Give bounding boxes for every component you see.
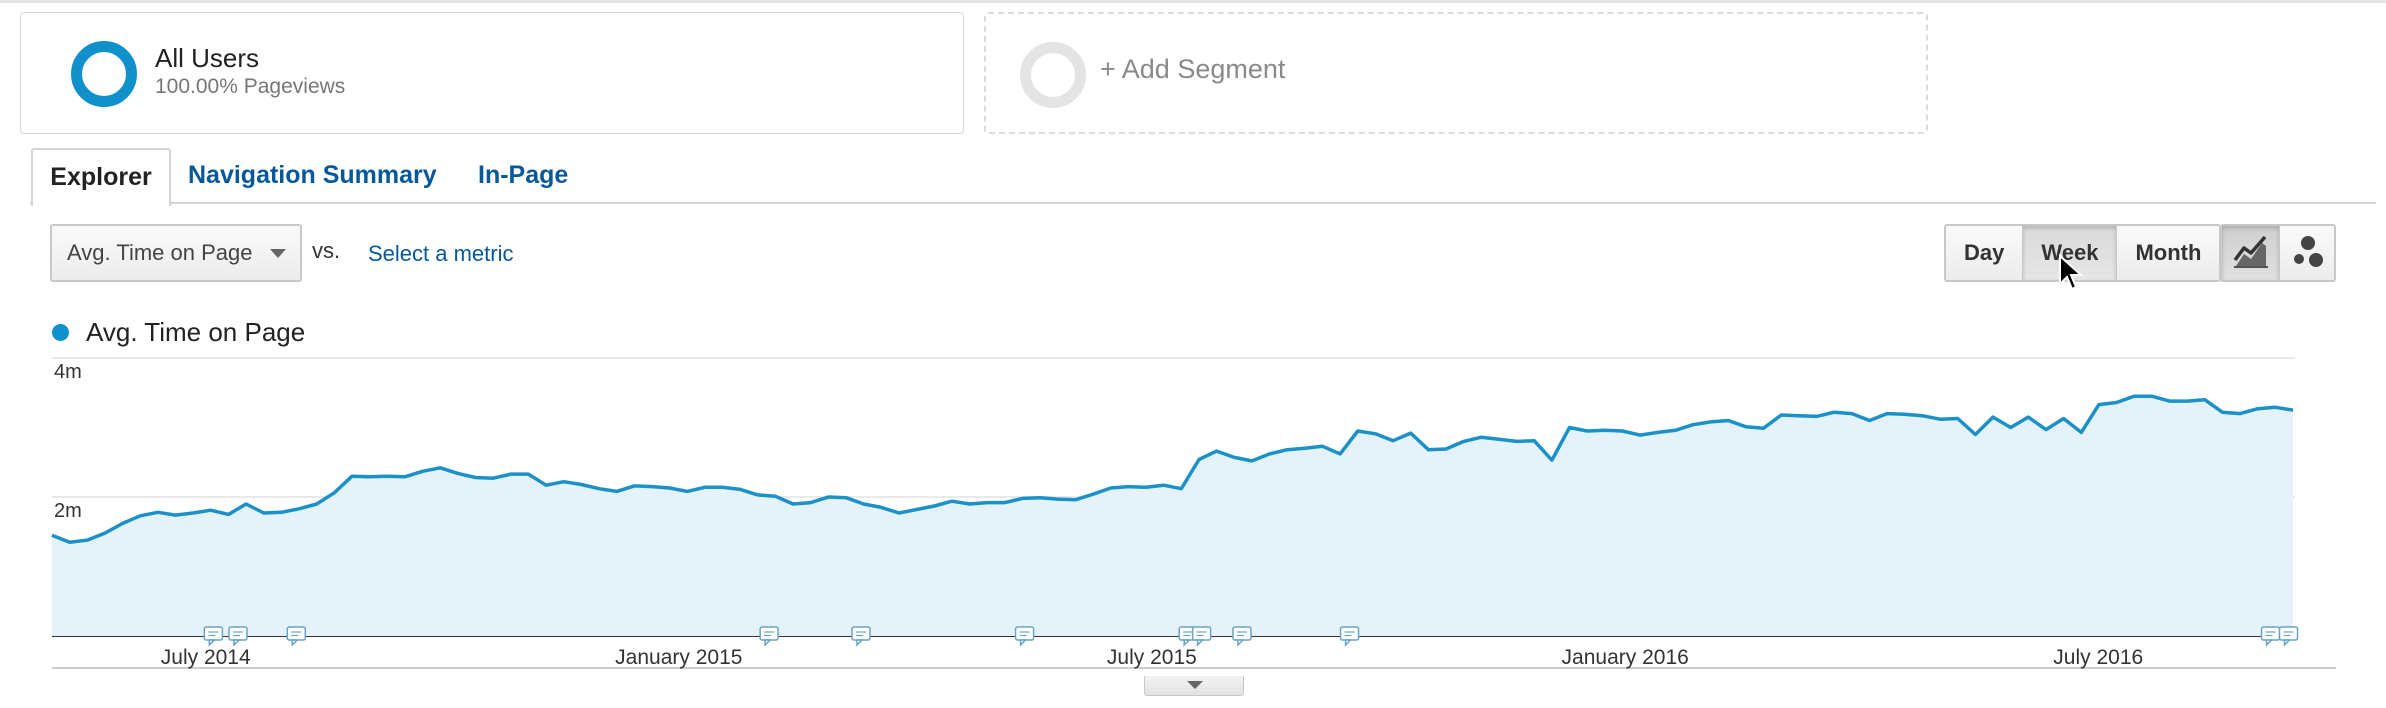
- annotation-bubble: [1191, 626, 1212, 641]
- chart-view-toggle: [2220, 224, 2336, 282]
- annotation-bubble: [2260, 626, 2281, 641]
- segment-subtitle: 100.00% Pageviews: [155, 75, 346, 98]
- annotation-tail: [1237, 639, 1245, 647]
- granularity-toggle: Day Week Month: [1944, 224, 2222, 282]
- add-segment-label: + Add Segment: [1100, 54, 1286, 84]
- tabs-divider: [30, 202, 2376, 204]
- x-tick-label: July 2015: [1107, 646, 1197, 669]
- annotation-bubble: [759, 626, 779, 641]
- segment-title: All Users: [155, 43, 260, 73]
- empty-segment-ring-icon: [1020, 42, 1086, 108]
- x-tick-label: July 2016: [2053, 646, 2143, 669]
- annotation-tail: [2265, 639, 2274, 647]
- add-segment-button[interactable]: + Add Segment: [984, 12, 1928, 134]
- annotation-marker-icon[interactable]: [1339, 626, 1360, 647]
- primary-metric-dropdown[interactable]: Avg. Time on Page: [50, 224, 302, 282]
- annotation-bubble: [2278, 626, 2299, 641]
- chart-expand-toggle[interactable]: [1144, 676, 1244, 696]
- series-line[interactable]: [51, 394, 2294, 544]
- line-chart-button[interactable]: [2222, 226, 2280, 280]
- annotation-marker-icon[interactable]: [2278, 626, 2299, 647]
- segment-all-users[interactable]: All Users 100.00% Pageviews: [20, 12, 964, 134]
- annotation-tail: [233, 639, 241, 647]
- legend-series-marker: [52, 324, 69, 341]
- x-tick-label: July 2014: [161, 646, 251, 669]
- annotation-bubble: [1339, 626, 1360, 641]
- line-chart[interactable]: July 2014 January 2015 July 2015 January 20…: [0, 348, 2386, 678]
- annotation-tail: [1019, 639, 1028, 647]
- annotation-marker-icon[interactable]: [228, 626, 248, 647]
- month-button[interactable]: Month: [2117, 226, 2220, 280]
- x-tick-label: January 2015: [615, 646, 742, 669]
- annotation-tail: [856, 639, 864, 647]
- mouse-cursor-icon: [2059, 254, 2084, 291]
- annotation-bubble: [851, 626, 871, 641]
- segment-ring-icon: [71, 41, 137, 107]
- chevron-down-icon: [270, 249, 286, 258]
- annotation-marker-icon[interactable]: [1014, 626, 1035, 647]
- motion-chart-icon: [2294, 236, 2323, 267]
- vs-label: vs.: [312, 238, 341, 263]
- annotation-bubble: [203, 626, 224, 641]
- annotation-tail: [1344, 639, 1353, 647]
- y-tick-label: 4m: [54, 361, 82, 383]
- day-button[interactable]: Day: [1946, 226, 2024, 280]
- tab-navigation-summary[interactable]: Navigation Summary: [188, 161, 437, 189]
- y-tick-label: 2m: [54, 500, 82, 522]
- annotation-tail: [208, 639, 217, 647]
- top-border: [0, 0, 2386, 3]
- select-metric-link[interactable]: Select a metric: [368, 241, 514, 266]
- annotation-tail: [764, 639, 772, 647]
- annotation-bubble: [1232, 626, 1252, 641]
- annotation-marker-icon[interactable]: [1191, 626, 1212, 647]
- annotation-marker-icon[interactable]: [2260, 626, 2281, 647]
- annotation-marker-icon[interactable]: [286, 626, 307, 647]
- annotation-bubble: [228, 626, 248, 641]
- annotation-marker-icon[interactable]: [1232, 626, 1252, 647]
- chevron-down-icon: [1187, 681, 1203, 689]
- line-chart-icon: [2233, 235, 2268, 268]
- series-area: [52, 396, 2293, 636]
- legend-series-label: Avg. Time on Page: [86, 317, 306, 347]
- annotation-tail: [1183, 639, 1191, 647]
- annotation-marker-icon[interactable]: [759, 626, 779, 647]
- primary-metric-label: Avg. Time on Page: [67, 240, 253, 265]
- tab-in-page[interactable]: In-Page: [478, 161, 569, 189]
- annotation-tail: [1196, 639, 1205, 647]
- tab-explorer[interactable]: Explorer: [31, 148, 171, 206]
- annotation-bubble: [1014, 626, 1035, 641]
- x-tick-label: January 2016: [1562, 646, 1689, 669]
- motion-chart-button[interactable]: [2280, 226, 2334, 280]
- annotation-marker-icon[interactable]: [203, 626, 224, 647]
- annotation-marker-icon[interactable]: [851, 626, 871, 647]
- annotation-tail: [291, 639, 300, 647]
- annotation-bubble: [286, 626, 307, 641]
- annotation-tail: [2283, 639, 2292, 647]
